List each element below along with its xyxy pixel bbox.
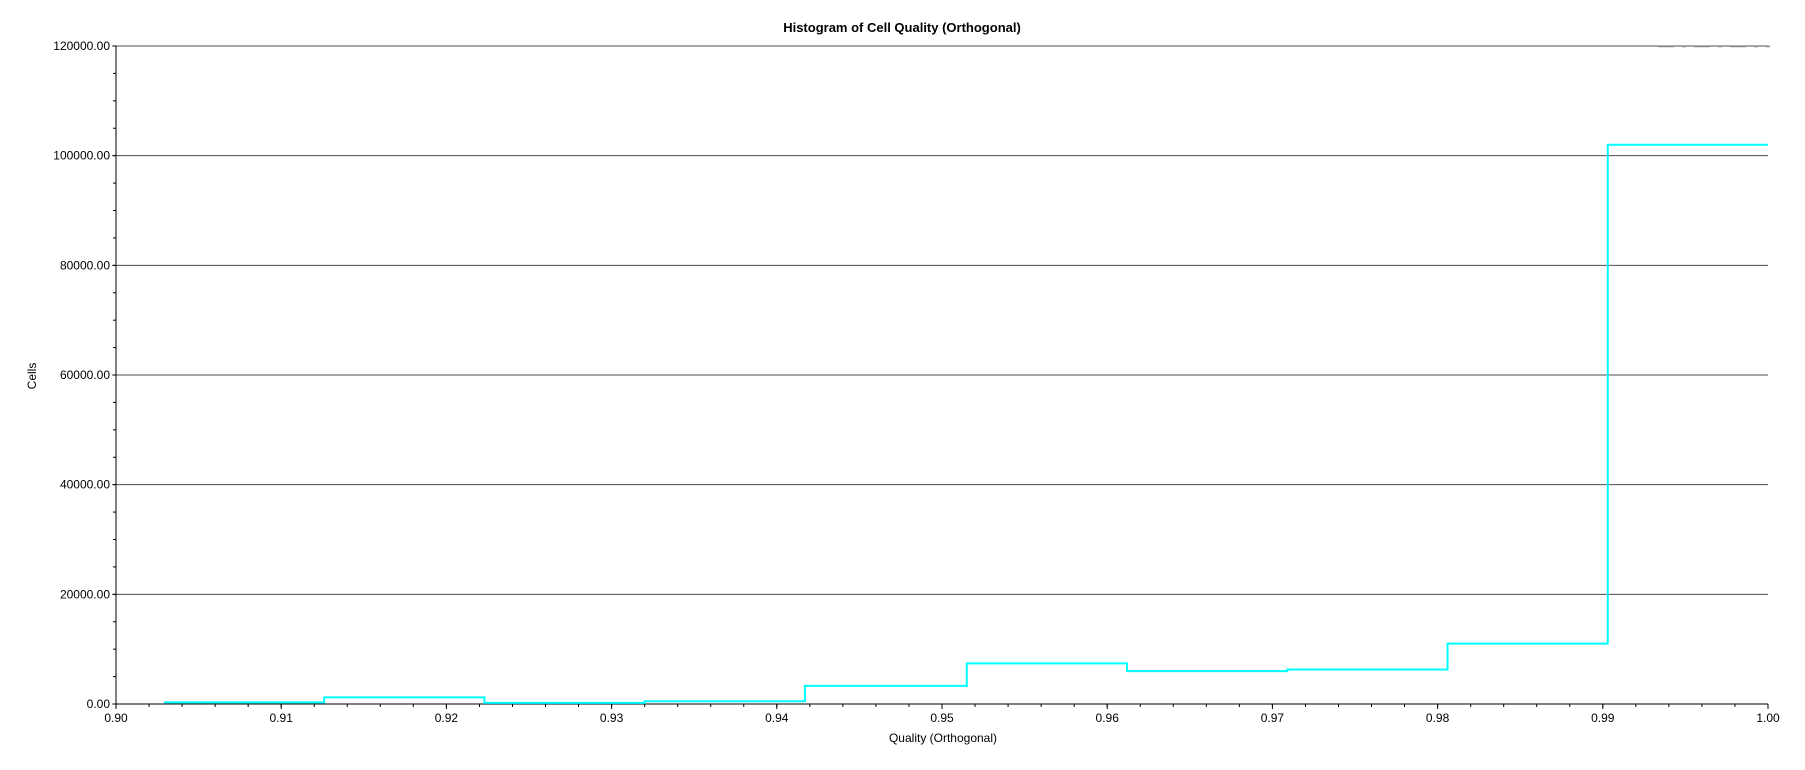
y-tick-label: 80000.00 bbox=[60, 258, 110, 272]
y-tick-label: 120000.00 bbox=[53, 39, 110, 53]
x-tick-label: 0.92 bbox=[435, 711, 459, 725]
y-tick-label: 0.00 bbox=[87, 697, 111, 711]
x-tick-label: 0.97 bbox=[1261, 711, 1285, 725]
y-tick-label: 60000.00 bbox=[60, 368, 110, 382]
y-tick-label: 20000.00 bbox=[60, 587, 110, 601]
x-tick-label: 0.96 bbox=[1096, 711, 1120, 725]
y-axis-label: Cells bbox=[25, 363, 39, 390]
x-tick-labels: 0.90 0.91 0.92 0.93 0.94 0.95 0.96 0.97 0.98 0.99… bbox=[104, 711, 1780, 725]
x-tick-label: 0.91 bbox=[270, 711, 294, 725]
x-tick-label: 0.98 bbox=[1426, 711, 1450, 725]
x-tick-label: 0.94 bbox=[765, 711, 789, 725]
chart-title: Histogram of Cell Quality (Orthogonal) bbox=[783, 20, 1021, 35]
grid-lines bbox=[112, 45, 1768, 705]
histogram-step-line bbox=[163, 143, 1768, 704]
x-tick-label: 1.00 bbox=[1756, 711, 1780, 725]
x-tick-label: 0.99 bbox=[1591, 711, 1615, 725]
y-tick-labels: 0.00 20000.00 40000.00 60000.00 80000.00 1000… bbox=[53, 39, 110, 711]
y-tick-label: 100000.00 bbox=[53, 149, 110, 163]
y-tick-label: 40000.00 bbox=[60, 478, 110, 492]
x-tick-label: 0.93 bbox=[600, 711, 624, 725]
x-tick-label: 0.95 bbox=[930, 711, 954, 725]
x-axis-label: Quality (Orthogonal) bbox=[889, 731, 997, 745]
x-tick-label: 0.90 bbox=[104, 711, 128, 725]
x-minor-ticks bbox=[115, 704, 1769, 709]
